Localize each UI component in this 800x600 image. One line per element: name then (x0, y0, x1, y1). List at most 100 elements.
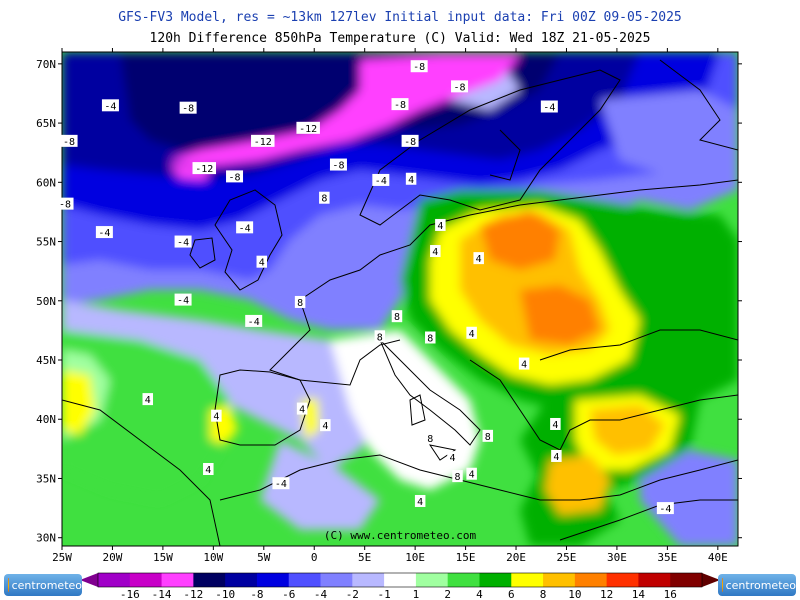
lat-label: 30N (36, 532, 56, 545)
lon-label: 10E (405, 551, 425, 564)
lon-label: 25W (52, 551, 72, 564)
map-frame (61, 51, 739, 547)
svg-text:4: 4 (322, 421, 328, 432)
title-line-1: GFS-FV3 Model, res = ~13km 127lev Initia… (118, 10, 682, 25)
svg-text:8: 8 (427, 334, 433, 345)
svg-text:-8: -8 (63, 137, 75, 148)
contour-label: 4 (203, 462, 214, 476)
svg-text:4: 4 (552, 420, 558, 431)
svg-text:8: 8 (394, 312, 400, 323)
svg-text:4: 4 (417, 497, 423, 508)
legend-label: -6 (282, 588, 295, 600)
legend-label: -8 (250, 588, 263, 600)
contour-label: 4 (551, 449, 562, 463)
contour-label: -8 (401, 134, 419, 148)
legend-swatch (447, 573, 480, 587)
svg-text:8: 8 (377, 332, 383, 343)
contour-label: 4 (405, 172, 417, 186)
legend-swatch (193, 573, 226, 587)
contour-label: -8 (179, 101, 197, 115)
svg-text:-8: -8 (413, 62, 425, 73)
legend-label: -10 (215, 588, 235, 600)
legend-label: -14 (152, 588, 172, 600)
legend-swatch (670, 573, 703, 587)
lon-label: 20E (506, 551, 526, 564)
svg-text:-8: -8 (182, 104, 194, 115)
legend-swatch (543, 573, 576, 587)
lon-label: 0 (311, 551, 318, 564)
svg-text:-4: -4 (275, 479, 287, 490)
legend-swatch (479, 573, 512, 587)
legend-swatch (98, 573, 131, 587)
contour-label: 4 (473, 252, 484, 265)
svg-text:-4: -4 (248, 317, 260, 328)
contour-label: -4 (540, 100, 558, 113)
svg-text:-8: -8 (332, 161, 344, 172)
lat-label: 50N (36, 295, 56, 308)
contour-label: 4 (296, 402, 308, 416)
svg-text:-4: -4 (543, 102, 555, 113)
contour-label: -4 (372, 173, 390, 187)
svg-text:4: 4 (553, 452, 559, 463)
legend-label: -12 (183, 588, 203, 600)
svg-text:4: 4 (408, 175, 414, 186)
lat-label: 70N (36, 58, 56, 71)
lat-label: 40N (36, 413, 56, 426)
lat-label: 45N (36, 354, 56, 367)
contour-label: -4 (236, 221, 254, 234)
copyright-text: (C) www.centrometeo.com (324, 529, 477, 542)
svg-text:-12: -12 (195, 164, 213, 175)
contour-label: 8 (425, 432, 436, 445)
contour-label: 4 (256, 255, 268, 269)
legend-swatch (256, 573, 290, 587)
contour-label: -8 (226, 170, 244, 183)
contour-label: 4 (435, 218, 446, 232)
coastlines (62, 59, 738, 546)
contour-label: -8 (56, 197, 74, 211)
centrometeo-logo-right: centrometeo (718, 574, 796, 596)
legend-arrow-left (80, 573, 98, 587)
contour-label: -4 (101, 99, 119, 112)
svg-text:-4: -4 (104, 101, 116, 112)
contour-label: -8 (60, 134, 78, 148)
contour-label: 8 (482, 429, 494, 443)
contour-label: -4 (245, 314, 263, 328)
legend-label: -4 (314, 588, 328, 600)
svg-text:-4: -4 (239, 223, 251, 234)
lat-label: 35N (36, 472, 56, 485)
contour-label: 8 (294, 295, 306, 309)
legend-arrow-right (702, 573, 720, 587)
legend-label: 10 (568, 588, 581, 600)
svg-text:8: 8 (297, 298, 303, 309)
legend-label: 2 (444, 588, 451, 600)
contour-label: 4 (466, 467, 477, 481)
svg-text:8: 8 (427, 434, 433, 445)
lon-label: 10W (203, 551, 223, 564)
contour-label: 4 (430, 245, 441, 258)
lon-label: 5E (358, 551, 371, 564)
svg-text:4: 4 (476, 254, 482, 265)
legend-label: -16 (120, 588, 140, 600)
legend-label: 16 (664, 588, 677, 600)
legend-label: 8 (540, 588, 547, 600)
lon-label: 30E (607, 551, 627, 564)
temperature-field (62, 52, 738, 546)
legend-swatch (320, 573, 353, 587)
centrometeo-logo-left: centrometeo (4, 574, 82, 596)
svg-text:-4: -4 (177, 296, 189, 307)
title-line-2: 120h Difference 850hPa Temperature (C) V… (149, 31, 651, 46)
legend-label: 14 (632, 588, 646, 600)
legend-swatch (225, 573, 258, 587)
contour-label: 8 (319, 191, 330, 205)
svg-text:8: 8 (321, 194, 327, 205)
legend-swatch (161, 573, 194, 587)
svg-text:-8: -8 (394, 100, 406, 111)
legend-label: -2 (346, 588, 359, 600)
svg-text:4: 4 (521, 360, 527, 371)
contour-label: 4 (142, 393, 154, 406)
svg-text:-4: -4 (177, 238, 189, 249)
lon-label: 25E (557, 551, 577, 564)
contour-label: -4 (656, 502, 674, 515)
svg-text:4: 4 (259, 258, 265, 269)
legend-swatch (415, 573, 449, 587)
